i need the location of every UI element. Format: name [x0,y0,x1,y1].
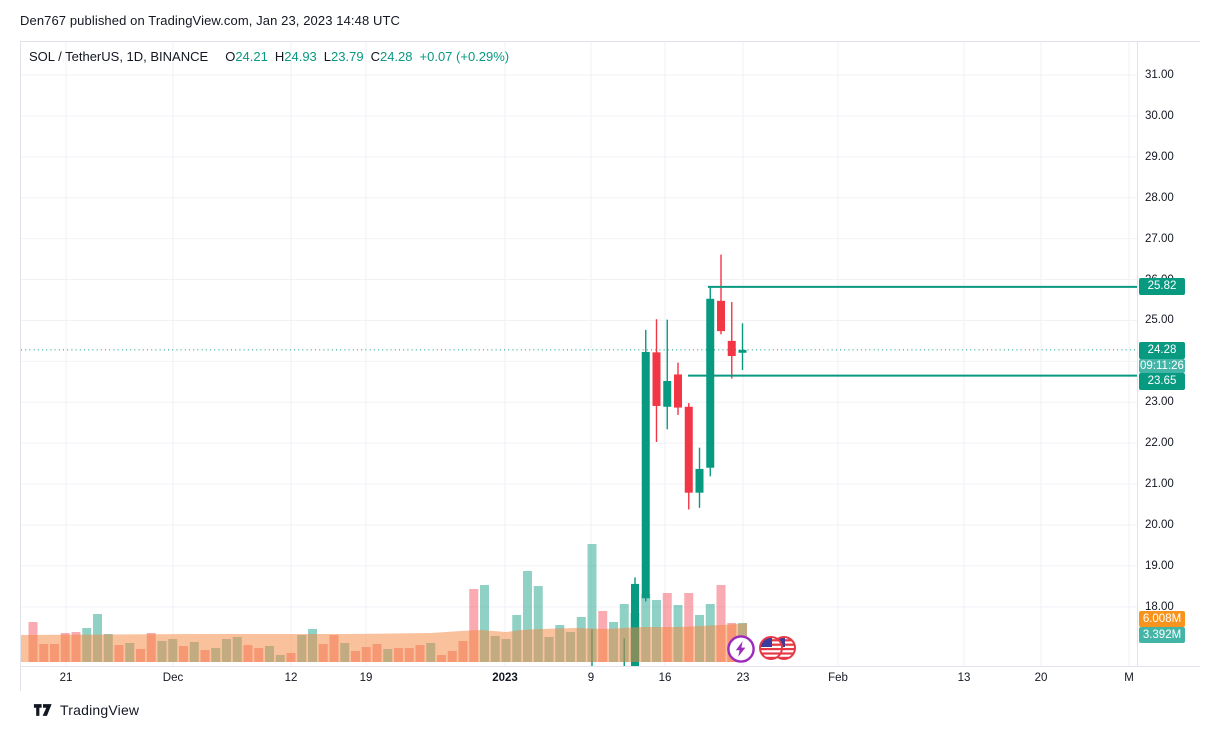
volume-bar [716,585,726,662]
volume-bar [587,544,597,662]
time-tick: 20 [1034,672,1048,684]
time-tick: 12 [284,672,298,684]
high-value: 24.93 [284,49,317,64]
candle-wick [666,319,668,430]
candlestick-chart[interactable] [21,42,1137,666]
candle-body [684,406,693,493]
price-tick: 27.00 [1145,232,1174,245]
candle-body [631,583,639,666]
time-tick: 21 [59,672,73,684]
time-tick: 2023 [492,672,518,684]
price-tick: 30.00 [1145,109,1174,122]
us-flag-reactions-icon[interactable] [755,633,799,668]
candle-body [717,300,725,332]
price-tick: 28.00 [1145,191,1174,204]
change-value: +0.07 (+0.29%) [419,49,510,64]
tradingview-brand-text: TradingView [60,702,140,718]
candle-wick [731,302,733,379]
price-axis[interactable]: 31.0030.0029.0028.0027.0026.0025.0023.00… [1137,42,1200,666]
high-label: H [274,49,285,64]
price-badge-last: 24.28 [1139,341,1185,359]
chart-frame: SOL / TetherUS, 1D, BINANCE O24.21 H24.93 L… [20,41,1200,691]
price-tick: 18.00 [1145,600,1174,613]
candle-body [641,351,650,599]
price-tick: 22.00 [1145,437,1174,450]
time-tick: 13 [957,672,971,684]
boost-lightning-icon[interactable] [725,633,757,670]
open-label: O [225,49,236,64]
low-value: 23.79 [331,49,364,64]
price-tick: 23.00 [1145,396,1174,409]
low-label: L [323,49,332,64]
volume-bar [480,585,489,662]
tradingview-logo[interactable]: TradingView [33,701,139,719]
volume-bar [469,589,479,662]
orange-volume-band [21,623,747,662]
price-badge-vol_teal: 3.392M [1139,626,1185,643]
price-badge-level: 25.82 [1139,278,1185,296]
tradingview-mark-icon [33,704,52,716]
candle-body [652,352,661,406]
candle-wick [741,323,744,370]
price-tick: 31.00 [1145,69,1174,81]
time-tick: 16 [658,672,672,684]
candle-body [674,374,682,408]
volume-bar [523,571,532,662]
close-label: C [370,49,380,64]
close-value: 24.28 [379,49,413,64]
volume-bar [533,586,543,662]
price-tick: 29.00 [1145,150,1174,163]
price-badge-level: 23.65 [1139,372,1185,390]
candle-body [706,298,715,468]
candle-body [738,349,747,353]
time-tick: Feb [828,672,848,684]
candles [591,254,747,666]
publish-attribution: Den767 published on TradingView.com, Jan… [20,13,401,28]
price-tick: 25.00 [1145,314,1174,327]
candle-wick [720,254,722,335]
time-tick: 19 [359,672,373,684]
time-tick: 9 [587,672,595,684]
time-tick: 23 [736,672,750,684]
price-badge-countdown: 09:11:26 [1139,358,1185,373]
candle-body [727,340,736,357]
chart-legend: SOL / TetherUS, 1D, BINANCE O24.21 H24.93 L… [29,49,509,64]
candle-body [663,380,672,407]
time-tick: Dec [162,672,184,684]
time-axis[interactable]: 21 Dec 12 19 2023 9 16 23 Feb 13 20 M [21,666,1200,691]
time-tick: M [1124,672,1134,684]
price-tick: 20.00 [1145,518,1174,531]
open-value: 24.21 [235,49,268,64]
price-badge-vol_orange: 6.008M [1139,610,1185,627]
symbol-title[interactable]: SOL / TetherUS, 1D, BINANCE [29,49,209,64]
price-tick: 21.00 [1145,478,1174,491]
candle-body [695,468,704,493]
price-tick: 19.00 [1145,559,1174,572]
